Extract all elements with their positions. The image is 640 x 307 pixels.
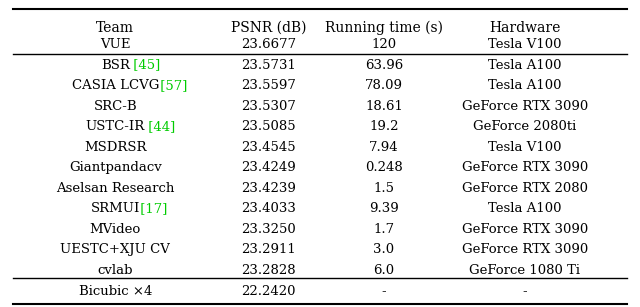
Text: MSDRSR: MSDRSR (84, 141, 147, 154)
Text: Bicubic ×4: Bicubic ×4 (79, 285, 152, 298)
Text: 6.0: 6.0 (373, 264, 395, 277)
Text: [45]: [45] (129, 59, 160, 72)
Text: 18.61: 18.61 (365, 99, 403, 113)
Text: Tesla A100: Tesla A100 (488, 79, 561, 92)
Text: -: - (522, 285, 527, 298)
Text: 63.96: 63.96 (365, 59, 403, 72)
Text: 23.4545: 23.4545 (241, 141, 296, 154)
Text: Tesla V100: Tesla V100 (488, 141, 561, 154)
Text: [44]: [44] (144, 120, 175, 133)
Text: SRMUI: SRMUI (90, 202, 140, 215)
Text: Aselsan Research: Aselsan Research (56, 182, 174, 195)
Text: 23.4249: 23.4249 (241, 161, 296, 174)
Text: GeForce 2080ti: GeForce 2080ti (473, 120, 577, 133)
Text: 23.5597: 23.5597 (241, 79, 296, 92)
Text: CASIA LCVG: CASIA LCVG (72, 79, 159, 92)
Text: [57]: [57] (156, 79, 187, 92)
Text: 23.2911: 23.2911 (241, 243, 296, 256)
Text: 23.4033: 23.4033 (241, 202, 296, 215)
Text: 3.0: 3.0 (373, 243, 395, 256)
Text: GeForce RTX 3090: GeForce RTX 3090 (461, 243, 588, 256)
Text: 23.2828: 23.2828 (241, 264, 296, 277)
Text: USTC-IR: USTC-IR (86, 120, 145, 133)
Text: 23.3250: 23.3250 (241, 223, 296, 236)
Text: 1.7: 1.7 (373, 223, 395, 236)
Text: Hardware: Hardware (489, 21, 561, 35)
Text: 7.94: 7.94 (369, 141, 399, 154)
Text: 0.248: 0.248 (365, 161, 403, 174)
Text: GeForce RTX 3090: GeForce RTX 3090 (461, 161, 588, 174)
Text: 1.5: 1.5 (374, 182, 394, 195)
Text: -: - (381, 285, 387, 298)
Text: VUE: VUE (100, 38, 131, 51)
Text: PSNR (dB): PSNR (dB) (231, 21, 307, 35)
Text: MVideo: MVideo (90, 223, 141, 236)
Text: SRC-B: SRC-B (93, 99, 137, 113)
Text: 23.4239: 23.4239 (241, 182, 296, 195)
Text: 22.2420: 22.2420 (241, 285, 296, 298)
Text: 19.2: 19.2 (369, 120, 399, 133)
Text: Giantpandacv: Giantpandacv (69, 161, 161, 174)
Text: BSR: BSR (100, 59, 130, 72)
Text: 23.5731: 23.5731 (241, 59, 296, 72)
Text: UESTC+XJU CV: UESTC+XJU CV (60, 243, 170, 256)
Text: 23.5307: 23.5307 (241, 99, 296, 113)
Text: 23.5085: 23.5085 (241, 120, 296, 133)
Text: Tesla A100: Tesla A100 (488, 59, 561, 72)
Text: GeForce RTX 3090: GeForce RTX 3090 (461, 223, 588, 236)
Text: Team: Team (96, 21, 134, 35)
Text: GeForce RTX 3090: GeForce RTX 3090 (461, 99, 588, 113)
Text: Running time (s): Running time (s) (325, 21, 443, 35)
Text: GeForce 1080 Ti: GeForce 1080 Ti (469, 264, 580, 277)
Text: GeForce RTX 2080: GeForce RTX 2080 (462, 182, 588, 195)
Text: 9.39: 9.39 (369, 202, 399, 215)
Text: Tesla V100: Tesla V100 (488, 38, 561, 51)
Text: 23.6677: 23.6677 (241, 38, 296, 51)
Text: cvlab: cvlab (97, 264, 133, 277)
Text: Tesla A100: Tesla A100 (488, 202, 561, 215)
Text: 120: 120 (371, 38, 397, 51)
Text: [17]: [17] (136, 202, 168, 215)
Text: 78.09: 78.09 (365, 79, 403, 92)
